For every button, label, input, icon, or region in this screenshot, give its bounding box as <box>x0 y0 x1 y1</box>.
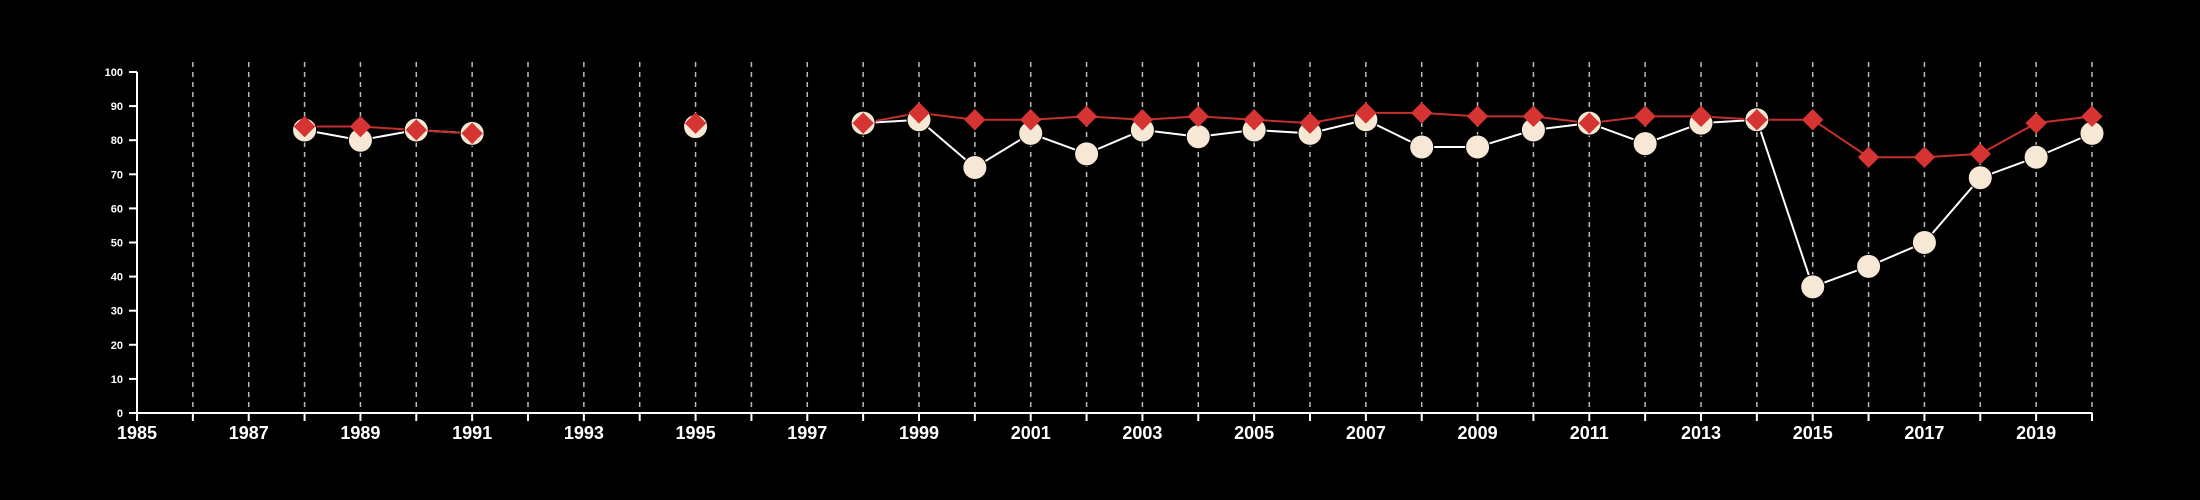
diamond-point-2007 <box>1355 102 1377 124</box>
series-layer <box>292 102 2105 300</box>
x-tick-label-1999: 1999 <box>899 423 939 443</box>
x-tick-label-1987: 1987 <box>229 423 269 443</box>
x-tick-label-2017: 2017 <box>1904 423 1944 443</box>
diamond-point-1988 <box>293 115 316 138</box>
circle-point-2017 <box>1911 230 1937 255</box>
y-tick-label-50: 50 <box>111 238 123 250</box>
x-tick-label-2009: 2009 <box>1458 423 1498 443</box>
diamond-point-2018 <box>1969 143 1991 165</box>
y-tick-label-100: 100 <box>105 67 123 79</box>
diamond-point-2010 <box>1522 105 1545 128</box>
diamond-point-1991 <box>461 122 483 145</box>
circle-point-2016 <box>1856 253 1882 279</box>
y-tick-label-20: 20 <box>111 340 123 352</box>
y-tick-label-60: 60 <box>111 203 123 215</box>
diamond-point-2014 <box>1746 109 1768 131</box>
x-tick-label-1989: 1989 <box>340 423 380 443</box>
y-tick-label-90: 90 <box>111 101 123 113</box>
diamond-point-1999 <box>908 102 930 124</box>
diamond-point-2019 <box>2025 112 2047 134</box>
x-tick-label-1997: 1997 <box>787 423 827 443</box>
diamond-point-2004 <box>1187 105 1209 128</box>
diamond-point-2008 <box>1411 102 1433 124</box>
diamond-point-1998 <box>852 112 874 134</box>
x-tick-label-1993: 1993 <box>564 423 604 443</box>
x-tick-label-2001: 2001 <box>1011 423 1051 443</box>
diamond-point-1989 <box>349 115 372 138</box>
diamond-point-2012 <box>1634 105 1656 128</box>
circle-point-2019 <box>2023 144 2049 170</box>
x-tick-label-2019: 2019 <box>2016 423 2056 443</box>
circle-point-2012 <box>1632 131 1658 157</box>
circle-point-2008 <box>1409 134 1435 160</box>
y-tick-label-80: 80 <box>111 135 123 147</box>
x-tick-label-2015: 2015 <box>1793 423 1833 443</box>
y-tick-label-0: 0 <box>117 408 123 420</box>
diamond-point-2005 <box>1243 109 1265 131</box>
axes-layer: 0 10 20 30 40 50 60 70 80 90 100 1985 1987 1989 1991 19… <box>105 67 2093 443</box>
diamond-point-2009 <box>1466 105 1489 128</box>
x-tick-label-2003: 2003 <box>1122 423 1162 443</box>
diamond-point-1995 <box>684 112 707 134</box>
diamond-point-2001 <box>1020 109 1042 131</box>
circle-point-2009 <box>1465 134 1491 160</box>
circle-point-2018 <box>1967 165 1993 191</box>
circle-point-2002 <box>1074 141 1100 167</box>
diamond-point-1990 <box>405 119 427 141</box>
x-tick-label-2013: 2013 <box>1681 423 1721 443</box>
y-tick-label-30: 30 <box>111 306 123 318</box>
diamond-point-2002 <box>1075 105 1098 128</box>
diamond-point-2015 <box>1802 109 1824 131</box>
diamond-point-2020 <box>2081 105 2103 128</box>
y-tick-label-40: 40 <box>111 272 123 284</box>
x-tick-label-2011: 2011 <box>1570 423 1609 443</box>
diamond-point-2003 <box>1131 109 1154 131</box>
diamond-point-2000 <box>964 109 986 131</box>
y-tick-label-70: 70 <box>111 169 123 181</box>
diamond-point-2013 <box>1690 105 1712 128</box>
grid-layer <box>192 62 2093 413</box>
diamond-point-2016 <box>1857 146 1880 168</box>
series-diamond-line-0 <box>304 125 473 135</box>
circle-point-2015 <box>1800 274 1826 300</box>
x-tick-label-1985: 1985 <box>117 423 157 443</box>
diamond-point-2006 <box>1299 112 1321 134</box>
x-tick-label-2007: 2007 <box>1346 423 1386 443</box>
x-tick-label-1995: 1995 <box>676 423 716 443</box>
diamond-point-2017 <box>1913 146 1936 168</box>
circle-point-2004 <box>1185 124 1211 150</box>
x-tick-label-1991: 1991 <box>452 423 492 443</box>
x-tick-label-2005: 2005 <box>1234 423 1274 443</box>
circle-point-2000 <box>962 154 988 180</box>
diamond-point-2011 <box>1578 112 1600 134</box>
y-tick-label-10: 10 <box>111 374 123 386</box>
